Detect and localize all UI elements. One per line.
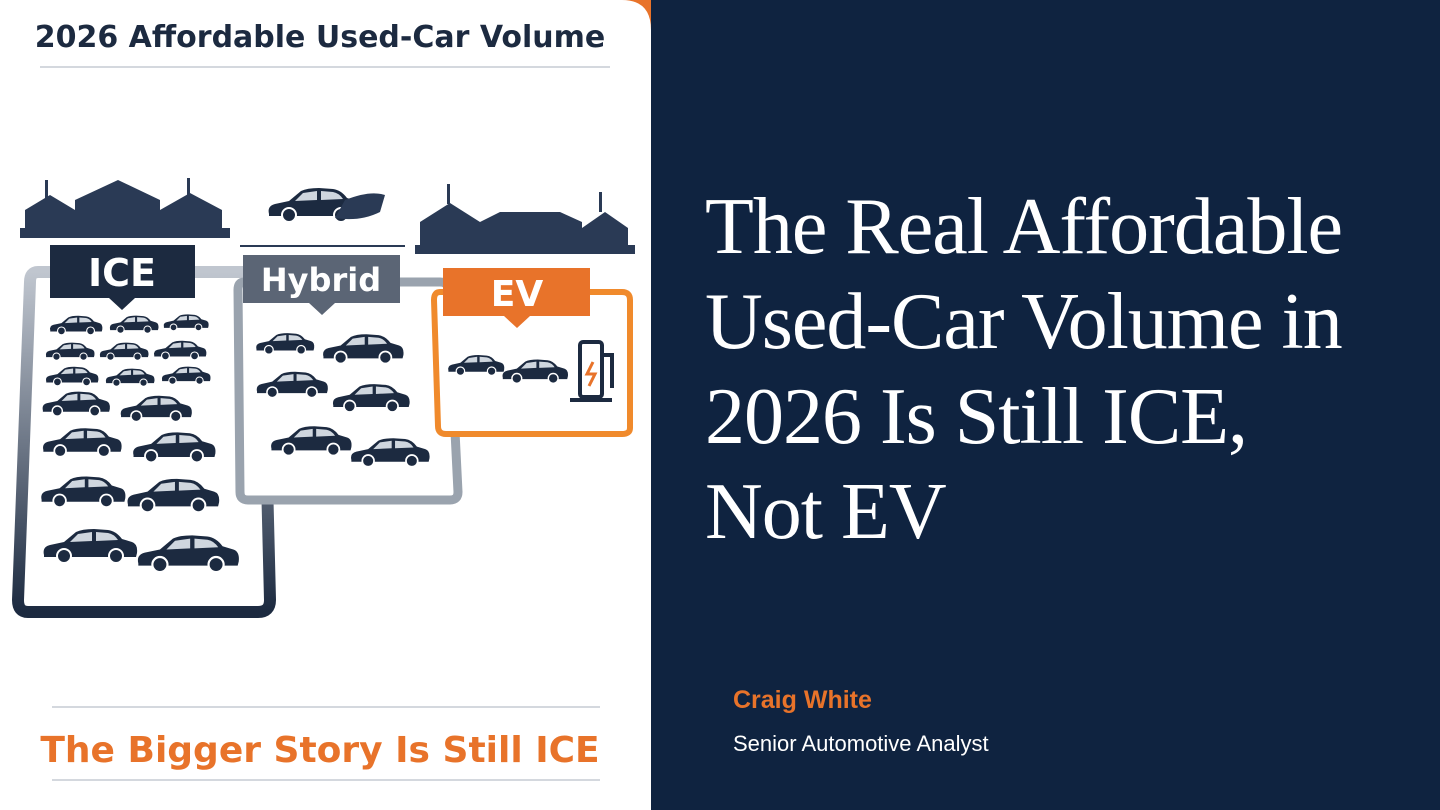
illustration-footer: The Bigger Story Is Still ICE <box>40 730 599 771</box>
ev-tab <box>443 268 590 328</box>
illustration-panel: 2026 Affordable Used-Car Volume <box>0 0 651 810</box>
hybrid-car-icon <box>240 186 405 247</box>
dealership-ev <box>415 184 635 254</box>
author-role: Senior Automotive Analyst <box>733 731 989 756</box>
dealership-ice <box>20 178 230 238</box>
ev-label: EV <box>491 274 544 315</box>
ice-label: ICE <box>88 251 156 295</box>
text-panel: The Real Affordable Used-Car Volume in 2… <box>651 0 1440 810</box>
hybrid-tab <box>243 255 400 315</box>
charger-icon <box>570 340 614 402</box>
ice-tab <box>50 245 195 310</box>
illustration-title: 2026 Affordable Used-Car Volume <box>35 20 606 55</box>
headline: The Real Affordable Used-Car Volume in 2… <box>705 183 1343 556</box>
illustration: 2026 Affordable Used-Car Volume <box>0 0 651 810</box>
author-name: Craig White <box>733 686 872 714</box>
hybrid-label: Hybrid <box>261 261 381 299</box>
